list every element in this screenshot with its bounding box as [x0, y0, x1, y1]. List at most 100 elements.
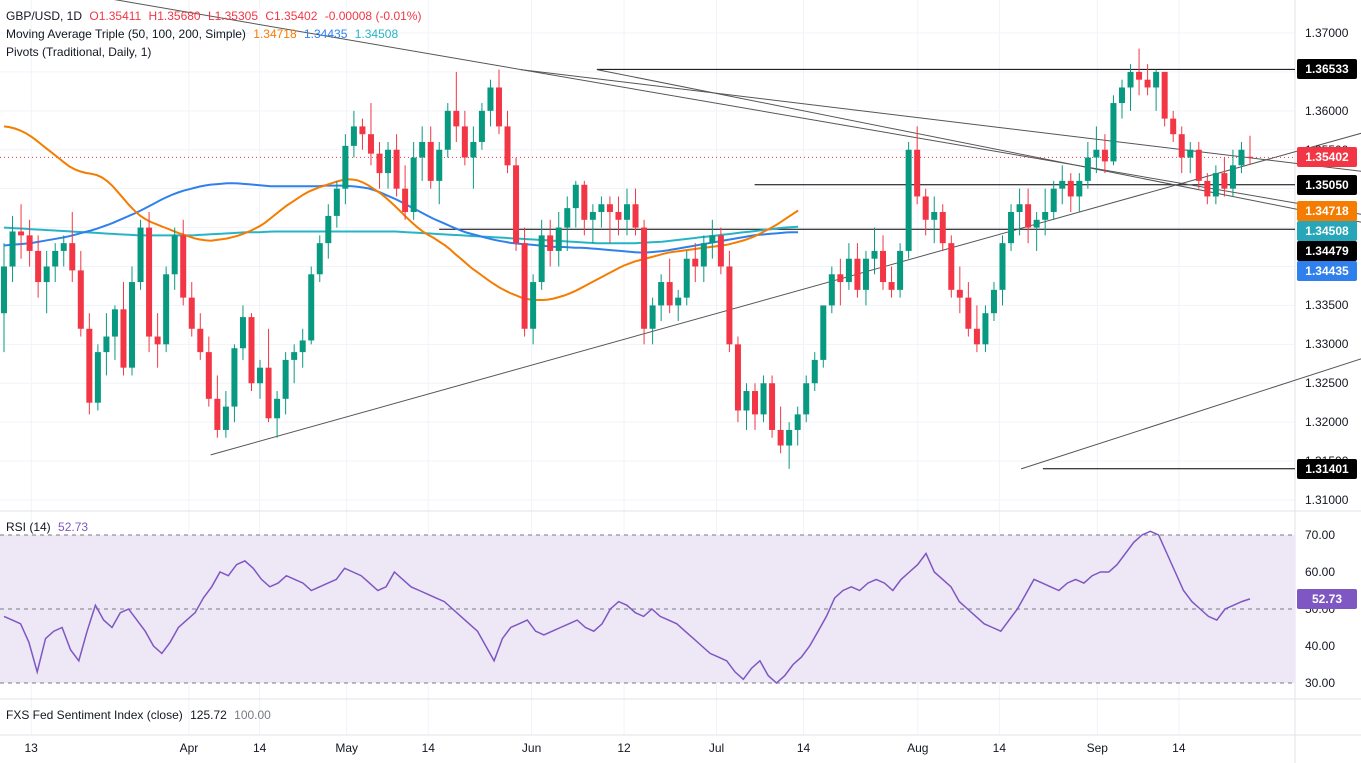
price-tag: 1.34718 — [1297, 200, 1357, 221]
candle-body — [999, 243, 1006, 290]
candle-body — [931, 212, 938, 220]
price-tick-label: 1.33500 — [1305, 298, 1349, 313]
ohlc-low: L1.35305 — [207, 9, 258, 23]
candle-body — [1238, 149, 1245, 166]
candle-body — [495, 87, 502, 127]
candle-body — [555, 227, 562, 251]
candle-body — [1221, 173, 1228, 189]
candle-body — [146, 227, 153, 337]
candle-body — [837, 274, 844, 283]
candle-body — [1033, 219, 1040, 228]
candle-body — [973, 328, 980, 345]
candle-body — [69, 243, 76, 271]
candle-body — [77, 270, 84, 329]
price-tag: 1.34435 — [1297, 260, 1357, 281]
candle-body — [291, 352, 298, 360]
time-tick-label: 14 — [992, 741, 1007, 755]
candle-body — [410, 157, 417, 213]
candle-body — [171, 235, 178, 275]
candle-body — [478, 110, 485, 142]
candle-body — [948, 243, 955, 290]
candle-body — [581, 184, 588, 220]
candle-body — [769, 383, 776, 430]
time-tick-label: Jul — [708, 741, 725, 755]
trendline — [1020, 358, 1361, 470]
candle-body — [1153, 71, 1160, 88]
candle-body — [658, 282, 665, 306]
candle-body — [862, 258, 869, 290]
candle-body — [513, 165, 520, 244]
candle-body — [598, 204, 605, 213]
candle-body — [265, 367, 272, 419]
candle-body — [248, 317, 255, 384]
candle-body — [1101, 149, 1108, 162]
candle-body — [26, 235, 33, 251]
candle-body — [615, 212, 622, 220]
candle-body — [965, 297, 972, 329]
rsi-tag: 52.73 — [1297, 588, 1357, 609]
ma100-value: 1.34435 — [304, 27, 348, 41]
time-tick-label: May — [335, 741, 358, 755]
candle-body — [180, 235, 187, 298]
candle-body — [1084, 157, 1091, 181]
rsi-tick-label: 60.00 — [1305, 565, 1336, 579]
candle-body — [1042, 212, 1049, 220]
candle-body — [1229, 165, 1236, 189]
candle-body — [624, 204, 630, 220]
candle-body — [274, 398, 281, 419]
ma50-line — [3, 125, 799, 301]
candle-body — [845, 258, 852, 283]
price-tick-label: 1.32500 — [1305, 376, 1349, 391]
candle-body — [436, 149, 443, 181]
candle-body — [214, 398, 221, 430]
candle-body — [1008, 212, 1015, 244]
price-tick-label: 1.36000 — [1305, 103, 1349, 118]
candle-body — [103, 336, 110, 353]
trendline — [210, 132, 1361, 456]
time-tick-label: 12 — [617, 741, 631, 755]
candle-body — [111, 309, 118, 337]
time-tick-label: 14 — [421, 741, 435, 755]
candle-body — [359, 126, 366, 135]
candle-body — [743, 391, 750, 411]
candle-body — [197, 328, 204, 353]
candle-body — [393, 149, 400, 189]
candle-body — [1127, 71, 1134, 88]
candle-body — [461, 126, 468, 158]
candle-body — [299, 340, 306, 353]
legend-sentiment-row: FXS Fed Sentiment Index (close) 125.72 1… — [6, 708, 275, 723]
candle-body — [760, 383, 767, 415]
candle-body — [547, 235, 554, 251]
candle-body — [1110, 103, 1117, 162]
candle-body — [60, 243, 67, 251]
candle-body — [803, 383, 810, 415]
time-tick-label: 14 — [796, 741, 811, 755]
rsi-band — [0, 535, 1295, 683]
trendline — [114, 0, 1361, 215]
ma200-value: 1.34508 — [354, 27, 399, 41]
legend-pivots-row: Pivots (Traditional, Daily, 1) — [6, 45, 155, 60]
candle-body — [419, 141, 426, 158]
rsi-line — [3, 530, 1251, 685]
candle-body — [504, 126, 511, 166]
candle-body — [675, 297, 682, 306]
candle-body — [632, 204, 639, 228]
candle-body — [1016, 204, 1023, 213]
candle-body — [538, 235, 545, 283]
candle-body — [982, 313, 989, 345]
candle-body — [1178, 134, 1185, 158]
candle-body — [188, 297, 195, 329]
ohlc-open: O1.35411 — [89, 9, 142, 23]
candle-body — [43, 266, 50, 283]
candle-body — [854, 258, 861, 290]
candle-body — [239, 317, 246, 349]
candle-body — [922, 196, 929, 220]
candle-body — [52, 250, 59, 267]
candle-body — [205, 352, 212, 399]
symbol-title: GBP/USD, 1D — [6, 9, 83, 23]
candle-body — [129, 282, 136, 368]
candle-body — [35, 250, 42, 283]
candle-body — [752, 391, 759, 415]
candle-body — [956, 289, 963, 298]
